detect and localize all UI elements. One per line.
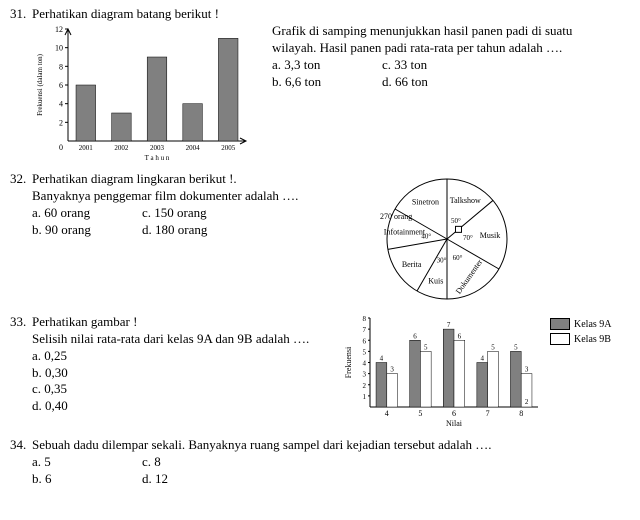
q33-grouped-bar-chart: 123456784346557664575382NilaiFrekuensi: [342, 314, 542, 429]
q33-opt-b: b. 0,30: [32, 365, 342, 382]
svg-text:270 orang: 270 orang: [380, 212, 412, 221]
q33-title: Perhatikan gambar !: [32, 314, 342, 331]
svg-text:30°: 30°: [437, 256, 447, 264]
svg-text:6: 6: [363, 337, 367, 345]
svg-text:12: 12: [55, 25, 63, 34]
svg-text:50°: 50°: [451, 217, 461, 225]
svg-text:4: 4: [480, 354, 484, 362]
q32-pie-chart: Talkshow50°Musik70°Dokumenter60°Kuis30°B…: [362, 171, 532, 306]
q31-opt-b: b. 6,6 ton: [272, 74, 382, 91]
q34-opt-c: c. 8: [142, 454, 252, 471]
q34-title: Sebuah dadu dilempar sekali. Banyaknya r…: [32, 437, 630, 454]
svg-text:T a h u n: T a h u n: [145, 154, 170, 162]
q31-opt-a: a. 3,3 ton: [272, 57, 382, 74]
svg-text:3: 3: [390, 366, 394, 374]
q34-opt-d: d. 12: [142, 471, 252, 488]
q33-number: 33.: [10, 314, 32, 429]
q32-prompt: Banyaknya penggemar film dokumenter adal…: [32, 188, 362, 205]
q34-opt-b: b. 6: [32, 471, 142, 488]
svg-text:1: 1: [363, 393, 367, 401]
svg-text:8: 8: [59, 62, 63, 71]
svg-text:40°: 40°: [421, 232, 431, 240]
svg-text:Nilai: Nilai: [446, 419, 463, 428]
svg-text:2: 2: [525, 398, 529, 406]
svg-text:2005: 2005: [221, 144, 236, 152]
svg-text:2: 2: [59, 118, 63, 127]
svg-text:2004: 2004: [186, 144, 201, 152]
svg-text:7: 7: [486, 409, 490, 418]
q32-opt-a: a. 60 orang: [32, 205, 142, 222]
q31-text-1: Grafik di samping menunjukkan hasil pane…: [272, 23, 630, 40]
svg-text:60°: 60°: [453, 254, 463, 262]
svg-text:6: 6: [452, 409, 456, 418]
legend-label-9a: Kelas 9A: [574, 318, 612, 331]
question-32: 32. Perhatikan diagram lingkaran berikut…: [10, 171, 630, 306]
svg-text:Frekuensi (dalam ton): Frekuensi (dalam ton): [36, 53, 44, 115]
svg-text:Musik: Musik: [480, 231, 500, 240]
svg-text:4: 4: [385, 409, 389, 418]
svg-text:3: 3: [525, 366, 529, 374]
q32-title: Perhatikan diagram lingkaran berikut !.: [32, 171, 362, 188]
svg-text:4: 4: [363, 359, 367, 367]
svg-text:6: 6: [413, 332, 417, 340]
svg-text:2003: 2003: [150, 144, 165, 152]
legend-box-9a: [550, 318, 570, 330]
svg-text:5: 5: [418, 409, 422, 418]
svg-text:5: 5: [514, 343, 518, 351]
svg-text:Infotainment: Infotainment: [384, 227, 426, 236]
svg-text:8: 8: [519, 409, 523, 418]
q34-opt-a: a. 5: [32, 454, 142, 471]
question-31: 31. Perhatikan diagram batang berikut ! …: [10, 6, 630, 163]
q33-opt-d: d. 0,40: [32, 398, 342, 415]
svg-text:3: 3: [363, 371, 367, 379]
q31-opt-c: c. 33 ton: [382, 57, 492, 74]
svg-text:6: 6: [59, 81, 63, 90]
q31-text-2: wilayah. Hasil panen padi rata-rata per …: [272, 40, 630, 57]
q33-opt-c: c. 0,35: [32, 381, 342, 398]
svg-text:Talkshow: Talkshow: [450, 196, 481, 205]
svg-text:7: 7: [447, 321, 451, 329]
svg-text:4: 4: [59, 100, 63, 109]
svg-text:2001: 2001: [79, 144, 94, 152]
svg-text:2: 2: [363, 382, 367, 390]
svg-text:2002: 2002: [114, 144, 128, 152]
q31-opt-d: d. 66 ton: [382, 74, 492, 91]
q33-prompt: Selisih nilai rata-rata dari kelas 9A da…: [32, 331, 342, 348]
svg-text:5: 5: [363, 348, 367, 356]
question-34: 34. Sebuah dadu dilempar sekali. Banyakn…: [10, 437, 630, 488]
svg-text:6: 6: [458, 332, 462, 340]
q32-opt-c: c. 150 orang: [142, 205, 252, 222]
q33-legend-a: Kelas 9A: [550, 318, 612, 331]
svg-text:10: 10: [55, 44, 63, 53]
q32-opt-b: b. 90 orang: [32, 222, 142, 239]
svg-text:Berita: Berita: [402, 260, 422, 269]
q31-title: Perhatikan diagram batang berikut !: [32, 6, 630, 23]
q33-opt-a: a. 0,25: [32, 348, 342, 365]
svg-text:70°: 70°: [463, 234, 473, 242]
svg-text:8: 8: [363, 315, 367, 323]
svg-text:5: 5: [424, 343, 428, 351]
svg-text:4: 4: [380, 354, 384, 362]
question-33: 33. Perhatikan gambar ! Selisih nilai ra…: [10, 314, 630, 429]
svg-text:Frekuensi: Frekuensi: [344, 346, 353, 378]
q34-number: 34.: [10, 437, 32, 488]
q32-opt-d: d. 180 orang: [142, 222, 252, 239]
svg-text:7: 7: [363, 326, 367, 334]
svg-text:0: 0: [59, 143, 63, 152]
svg-text:Sinetron: Sinetron: [412, 197, 439, 206]
svg-text:Kuis: Kuis: [428, 277, 443, 286]
q31-bar-chart: 2 4 6 8 10 12 2001 2002 2003 2004 2005 T a h u n Fre…: [32, 23, 252, 163]
q33-legend-b: Kelas 9B: [550, 333, 612, 346]
svg-text:5: 5: [491, 343, 495, 351]
legend-label-9b: Kelas 9B: [574, 333, 611, 346]
q32-number: 32.: [10, 171, 32, 306]
q31-number: 31.: [10, 6, 32, 163]
legend-box-9b: [550, 333, 570, 345]
